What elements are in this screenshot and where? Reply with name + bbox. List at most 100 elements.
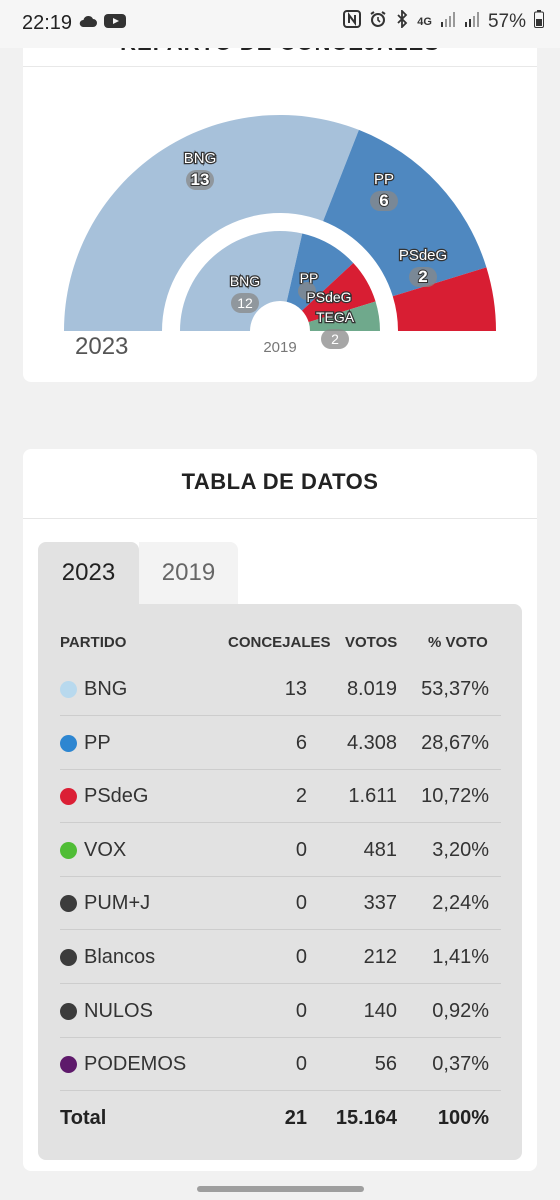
divider [23, 66, 537, 67]
party-name: PP [84, 731, 111, 754]
concejales-value: 0 [295, 946, 307, 968]
table-row-total: Total 21 15.164 100% [60, 1091, 501, 1145]
table-header: PARTIDO CONCEJALES VOTOS % VOTO [38, 604, 522, 672]
series-label-2019: 2019 [263, 339, 296, 356]
seats-chart: 2023 2019 BNG 13 PP 6 PSdeG 2 BNG 12 PP PSdeG TEGA 2 [64, 114, 496, 360]
slice-value-badge [370, 191, 398, 211]
slice-value: 6 [379, 191, 388, 210]
slice-value-badge [321, 329, 349, 349]
party-name: VOX [84, 838, 127, 861]
slice-value-badge [231, 293, 259, 313]
total-concejales: 21 [284, 1106, 307, 1129]
table-row: VOX 0 481 3,20% [60, 823, 501, 877]
concejales-value: 0 [295, 999, 307, 1022]
concejales-value: 6 [295, 731, 307, 754]
votos-value: 212 [363, 946, 397, 968]
slice-value: 13 [191, 170, 210, 189]
youtube-icon [104, 13, 126, 34]
votos-value: 140 [363, 999, 397, 1022]
table-row: Blancos 0 212 1,41% [60, 930, 501, 984]
party-name: PODEMOS [84, 1053, 187, 1076]
votos-value: 1.611 [348, 785, 397, 808]
slice-value-badge [186, 170, 214, 190]
signal-icon [464, 10, 480, 34]
chart-slice-2023-pp [323, 129, 487, 297]
pct-value: 1,41% [432, 946, 489, 968]
party-name: PUM+J [84, 892, 151, 915]
slice-value: 2 [331, 331, 339, 347]
chart-slice-2023-psdeg [392, 267, 496, 331]
pct-value: 28,67% [421, 731, 489, 754]
chart-slice-2019-psdeg [301, 262, 376, 323]
table-row: BNG 13 8.019 53,37% [60, 662, 501, 716]
concejales-value: 13 [284, 678, 307, 700]
votos-value: 337 [363, 892, 397, 915]
chart-card-title: REPARTO DE CONCEJALES [23, 44, 537, 56]
slice-value: 2 [418, 267, 427, 286]
votos-value: 56 [374, 1053, 397, 1076]
pct-value: 2,24% [432, 892, 489, 915]
slice-label: PP [374, 171, 394, 188]
slice-label: TEGA [316, 309, 355, 325]
table-row: PSdeG 2 1.611 10,72% [60, 769, 501, 824]
battery-icon [534, 10, 544, 34]
concejales-value: 0 [295, 1053, 307, 1076]
table-row: PUM+J 0 337 2,24% [60, 876, 501, 931]
party-color-dot [60, 895, 77, 913]
table-title: TABLA DE DATOS [181, 469, 379, 494]
party-color-dot [60, 734, 77, 752]
table-row: PODEMOS 0 56 0,37% [60, 1037, 501, 1092]
total-pct: 100% [437, 1106, 489, 1129]
slice-label: BNG [230, 273, 260, 289]
status-time: 22:19 [22, 12, 73, 34]
header-votos: VOTOS [345, 634, 398, 651]
home-indicator[interactable] [197, 1186, 364, 1192]
party-color-dot [60, 1002, 77, 1020]
results-table: PARTIDO CONCEJALES VOTOS % VOTO BNG 13 8.0… [38, 604, 522, 1160]
chart-card: REPARTO DE CONCEJALES 2023 2019 BNG 13 PP 6 PS… [23, 36, 537, 382]
tab-2019[interactable]: 2019 [139, 542, 238, 604]
slice-value: 12 [237, 295, 253, 311]
pct-value: 0,37% [432, 1053, 489, 1076]
header-partido: PARTIDO [60, 634, 127, 651]
year-tabs: 2023 2019 [38, 542, 238, 604]
party-name: PSdeG [84, 785, 149, 808]
party-color-dot [60, 788, 77, 806]
nfc-icon [343, 10, 362, 34]
header-pct: % VOTO [428, 634, 488, 651]
tab-2023[interactable]: 2023 [38, 542, 139, 604]
bluetooth-icon [395, 8, 409, 34]
slice-label: BNG [184, 150, 217, 167]
concejales-value: 0 [295, 838, 307, 861]
slice-label: PP [300, 270, 319, 286]
series-label-2023: 2023 [75, 333, 128, 360]
network-type: 4G [417, 16, 432, 28]
chart-slice-2019-bng [180, 230, 303, 331]
total-label: Total [60, 1106, 107, 1129]
signal-icon [440, 10, 456, 34]
pct-value: 0,92% [432, 999, 489, 1022]
total-votos: 15.164 [335, 1106, 397, 1129]
party-name: NULOS [84, 999, 153, 1022]
chart-slice-2023-bng [64, 114, 359, 331]
slice-value-badge [409, 267, 437, 287]
table-row: NULOS 0 140 0,92% [60, 984, 501, 1038]
party-color-dot [60, 949, 77, 966]
slice-label: PSdeG [399, 247, 447, 264]
party-color-dot [60, 841, 77, 859]
slice-label: PSdeG [306, 289, 351, 305]
divider [23, 518, 537, 519]
votos-value: 8.019 [346, 678, 397, 700]
party-name: BNG [84, 678, 128, 700]
party-name: Blancos [84, 946, 156, 968]
party-color-dot [60, 681, 77, 698]
data-table-card: TABLA DE DATOS 2023 2019 PARTIDO CONCEJA… [23, 449, 537, 1171]
table-row: PP 6 4.308 28,67% [60, 716, 501, 770]
status-bar: 22:19 4G 57% [0, 0, 560, 48]
votos-value: 481 [363, 838, 397, 861]
chart-slice-2019-tega [308, 301, 380, 331]
pct-value: 10,72% [421, 785, 489, 808]
party-color-dot [60, 1056, 77, 1074]
slice-value-badge [298, 282, 316, 300]
concejales-value: 2 [295, 785, 307, 808]
